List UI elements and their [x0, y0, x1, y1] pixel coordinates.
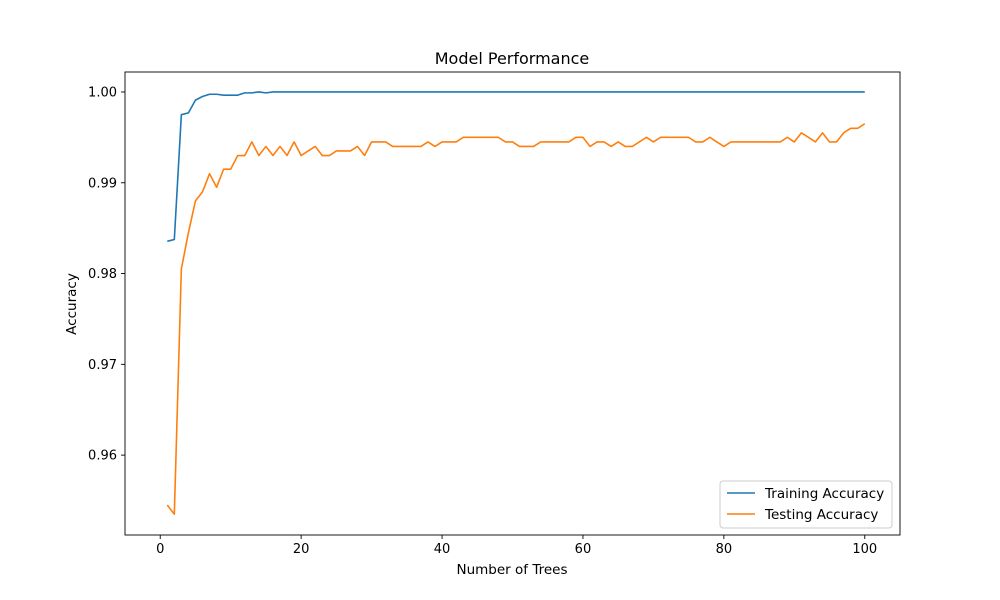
y-axis: 0.96 0.97 0.98 0.99 1.00: [88, 85, 125, 464]
y-axis-label: Accuracy: [64, 273, 80, 335]
legend-label-2: Testing Accuracy: [764, 507, 878, 523]
series-line-2: [166, 123, 866, 515]
x-tick-label: 40: [434, 542, 451, 557]
x-axis-label: Number of Trees: [457, 562, 568, 578]
x-tick-label: 80: [716, 542, 733, 557]
y-tick-label: 0.96: [88, 449, 117, 464]
plot-area: [124, 71, 901, 536]
y-tick-label: 0.97: [88, 358, 117, 373]
y-tick-label: 1.00: [88, 85, 117, 100]
y-tick-label: 0.98: [88, 267, 117, 282]
x-tick-label: 0: [156, 542, 164, 557]
legend-box: [719, 480, 893, 529]
chart-title: Model Performance: [435, 49, 590, 68]
x-tick-label: 20: [293, 542, 310, 557]
y-tick-label: 0.99: [88, 176, 117, 191]
x-tick-label: 60: [575, 542, 592, 557]
x-axis: 0 20 40 60 80 100: [156, 535, 877, 557]
series-line-1: [167, 91, 865, 243]
x-tick-label: 100: [852, 542, 877, 557]
plot-frame: [124, 71, 901, 536]
legend-label-1: Training Accuracy: [764, 486, 884, 502]
legend: Training Accuracy Testing Accuracy: [719, 480, 893, 529]
